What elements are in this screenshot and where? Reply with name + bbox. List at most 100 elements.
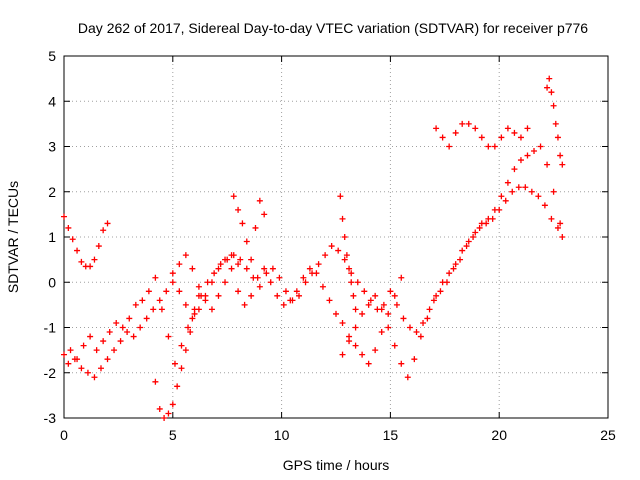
data-point (341, 256, 348, 263)
data-point (235, 261, 242, 268)
data-point (252, 224, 259, 231)
data-point (559, 161, 566, 168)
data-point (248, 292, 255, 299)
data-point (335, 247, 342, 254)
data-point (537, 143, 544, 150)
data-point (319, 283, 326, 290)
y-tick-label: 0 (48, 274, 56, 290)
data-point (91, 374, 98, 381)
data-point (161, 415, 168, 421)
data-point (504, 179, 511, 186)
data-point (178, 365, 185, 372)
data-point (489, 215, 496, 222)
data-point (165, 410, 172, 417)
data-point (348, 270, 355, 277)
data-point (97, 365, 104, 372)
data-point (261, 265, 268, 272)
data-point (391, 292, 398, 299)
data-point (222, 256, 229, 263)
data-point (504, 125, 511, 132)
data-point (189, 315, 196, 322)
data-point (276, 274, 283, 281)
x-tick-label: 20 (491, 427, 507, 443)
data-point (496, 206, 503, 213)
data-point (433, 292, 440, 299)
data-point (433, 125, 440, 132)
data-point (365, 301, 372, 308)
y-tick-label: 1 (48, 229, 56, 245)
data-point (222, 279, 229, 286)
data-point (439, 134, 446, 141)
data-point (361, 288, 368, 295)
data-point (228, 265, 235, 272)
data-point (470, 234, 477, 240)
data-point (463, 243, 470, 250)
data-point (446, 143, 453, 150)
data-point (326, 297, 333, 304)
data-point (65, 360, 72, 367)
data-point (548, 215, 555, 222)
data-point (557, 152, 564, 159)
series-arc-c (65, 252, 242, 381)
data-point (195, 306, 202, 313)
data-point (398, 360, 405, 367)
data-point (104, 356, 111, 363)
data-point (61, 351, 67, 358)
data-point (417, 333, 424, 340)
data-point (524, 125, 531, 132)
data-point (74, 247, 81, 254)
data-point (300, 274, 307, 281)
data-point (87, 333, 94, 340)
data-point (378, 329, 385, 336)
data-point (150, 306, 157, 313)
y-tick-label: 4 (48, 93, 56, 109)
data-point (185, 324, 192, 331)
data-point (261, 211, 268, 218)
data-point (498, 193, 505, 200)
data-point (393, 301, 400, 308)
data-point (100, 227, 107, 234)
data-point (169, 401, 176, 408)
data-point (430, 297, 437, 304)
data-point (452, 129, 459, 136)
data-point (282, 288, 289, 295)
data-point (156, 405, 163, 412)
data-point (61, 213, 67, 220)
data-point (156, 297, 163, 304)
data-point (322, 252, 329, 259)
data-point (182, 301, 189, 308)
data-point (339, 351, 346, 358)
data-point (67, 347, 74, 354)
x-tick-label: 10 (274, 427, 290, 443)
data-point (171, 360, 178, 367)
data-point (485, 143, 492, 150)
data-point (554, 134, 561, 141)
data-point (280, 301, 287, 308)
data-point (95, 243, 102, 250)
data-point (372, 292, 379, 299)
data-point (71, 356, 78, 363)
data-point (143, 315, 150, 322)
data-point (248, 256, 255, 263)
data-point (119, 324, 126, 331)
data-point (476, 224, 483, 231)
data-point (531, 148, 538, 155)
data-point (550, 102, 557, 109)
data-point (313, 270, 320, 277)
data-point (132, 301, 139, 308)
series-arc-j (544, 75, 566, 168)
data-point (465, 238, 472, 245)
data-point (472, 229, 479, 236)
series-arc-d (152, 292, 202, 421)
data-point (228, 252, 235, 259)
data-point (145, 288, 152, 295)
data-point (450, 265, 457, 272)
data-point (348, 279, 355, 286)
data-point (385, 310, 392, 317)
data-point (176, 288, 183, 295)
data-point (544, 161, 551, 168)
data-point (69, 236, 76, 243)
data-point (557, 220, 564, 227)
data-point (65, 224, 72, 231)
data-point (274, 292, 281, 299)
